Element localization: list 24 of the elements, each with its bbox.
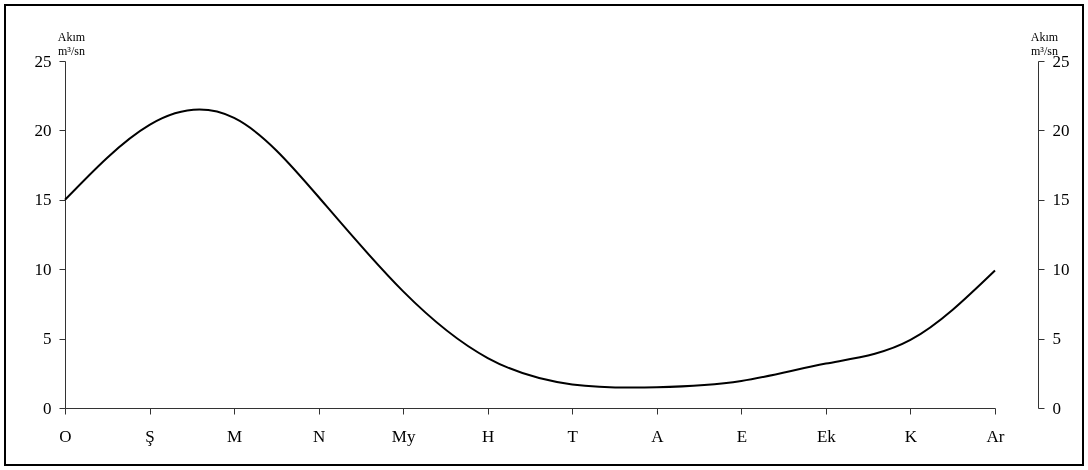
y2-tick-label: 5 [1052,329,1061,349]
x-tick-label: M [227,426,243,446]
y2-tick-label: 0 [1052,398,1061,418]
y-tick-label: 5 [43,329,52,349]
x-tick-label: K [904,426,918,446]
x-tick-label: O [59,426,72,446]
y-tick-label: 20 [34,120,52,140]
y-tick-label: 10 [34,259,52,279]
y2-tick-label: 20 [1052,120,1070,140]
x-tick-label: T [567,426,579,446]
y-tick-label: 0 [43,398,52,418]
x-tick-label: N [313,426,326,446]
x-tick-label: Ek [816,426,837,446]
x-tick-label: My [391,426,416,446]
y2-tick-label: 10 [1052,259,1070,279]
x-tick-label: Ar [986,426,1005,446]
y-axis-title: Akım m³/sn [57,29,86,58]
y-tick-label: 15 [34,190,52,210]
y2-tick-label: 15 [1052,190,1070,210]
x-tick-label: A [651,426,665,446]
x-tick-label: Ş [145,426,155,446]
x-tick-label: E [736,426,748,446]
x-tick-label: H [482,426,495,446]
y-tick-label: 25 [34,51,52,71]
